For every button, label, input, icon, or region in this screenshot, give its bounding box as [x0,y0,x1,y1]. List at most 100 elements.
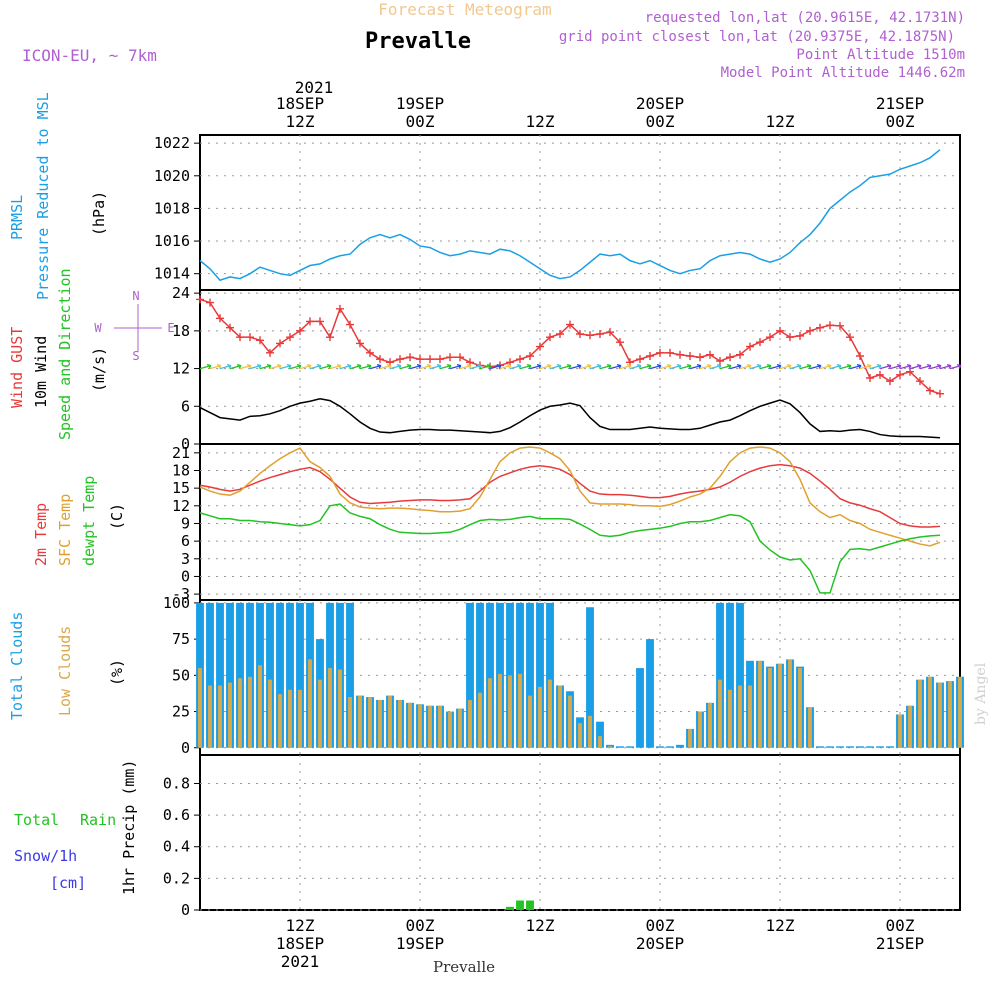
gust-marker [806,326,814,335]
low-cloud-bar [548,679,552,748]
low-cloud-bar [348,697,352,748]
low-cloud-bar [438,705,442,748]
wind-arrow [769,363,782,370]
total-cloud-bar [466,602,474,748]
gust-marker [326,333,334,342]
y-tick-label: 75 [172,630,190,648]
low-cloud-bar [478,692,482,748]
bottom-time-label: 2021 [281,952,320,971]
bottom-time-label: 19SEP [396,934,444,953]
wind-arrow [399,363,412,370]
gust-marker [436,355,444,364]
gust-marker [266,348,274,357]
low-cloud-bar [918,679,922,748]
low-cloud-bar [808,707,812,748]
low-cloud-bar [588,715,592,748]
low-cloud-bar [728,689,732,748]
snow-unit-label: [cm] [50,874,86,892]
low-cloud-bar [788,659,792,748]
model-altitude: Model Point Altitude 1446.62m [721,65,965,81]
gust-marker [916,377,924,386]
bottom-time-label: 00Z [886,916,915,935]
y-tick-label: 9 [181,514,190,532]
gust-marker [556,330,564,338]
gust-marker [836,321,844,330]
dewpt-label: dewpt Temp [80,476,98,566]
gust-marker [586,331,594,340]
gust-marker [896,370,904,379]
wind-arrow [839,363,852,370]
wind-arrow [409,363,422,370]
gust-marker [856,352,864,360]
total-cloud-bar [536,602,544,748]
low-cloud-bar [958,676,962,748]
total-cloud-bar [886,746,894,748]
low-cloud-bar [408,702,412,748]
wind-arrow [819,363,832,370]
total-cloud-bar [236,602,244,748]
low-cloud-bar [708,702,712,748]
low-cloud-bar [598,736,602,748]
wind-arrow [319,363,332,370]
gust-marker [636,355,644,364]
y-tick-label: 3 [181,550,190,568]
wind-arrow [589,363,602,370]
gust-marker [516,355,524,364]
rain-label-2: Rain [80,811,116,829]
total-cloud-bar [266,602,274,748]
wind-arrow [529,363,542,370]
gust-marker [616,338,624,347]
compass-icon: N S W E [94,289,174,363]
low-cloud-bar [288,689,292,748]
temp-unit: (C) [108,503,126,530]
gust-marker [866,374,874,382]
wind-arrow [789,363,802,370]
y-tick-label: 0 [181,901,190,919]
top-time-label: 00Z [646,112,675,131]
low-cloud-bar [578,723,582,748]
low-cloud-bar [228,682,232,748]
wind-arrow [199,363,212,370]
wind-arrow [689,363,702,370]
wind-arrow [749,363,762,370]
total-cloud-bar [666,746,674,748]
y-tick-label: 0.2 [163,869,190,887]
wind-arrow [659,363,672,370]
gust-marker [216,314,224,323]
panels: 1014101610181020102206121824-30369121518… [154,134,964,919]
total-cloud-bar [206,602,214,748]
gust-marker [656,348,664,357]
series-wind-gust [199,298,941,395]
total-cloud-bar [346,602,354,748]
wind-arrow [549,363,562,370]
low-cloud-bar [778,663,782,748]
wind-arrow [249,363,262,370]
total-cloud-bar [736,602,744,748]
gust-marker [246,333,254,342]
wind-unit: (m/s) [90,347,108,392]
wind-arrow [649,363,662,370]
total-cloud-bar [586,607,594,748]
gust-marker [576,330,584,338]
y-tick-label: -3 [172,585,190,603]
low-cloud-bar [368,697,372,748]
total-cloud-bar [296,602,304,748]
gust-marker [736,350,744,359]
top-time-label: 00Z [886,112,915,131]
wind-arrow [299,363,312,370]
top-time-label: 00Z [406,112,435,131]
gust-marker [456,353,464,362]
low-cloud-bar [738,685,742,748]
pressure-desc: Pressure Reduced to MSL [34,92,52,300]
precip-bar [526,900,534,910]
wind-arrow [829,363,842,370]
wind-arrow [919,363,932,370]
y-tick-label: 1016 [154,232,190,250]
gust-marker [546,333,554,342]
credit-watermark: by Angel [973,662,989,725]
gust-marker [366,348,374,357]
y-tick-label: 0.6 [163,806,190,824]
wind-arrow [439,363,452,370]
y-tick-label: 0 [181,435,190,453]
